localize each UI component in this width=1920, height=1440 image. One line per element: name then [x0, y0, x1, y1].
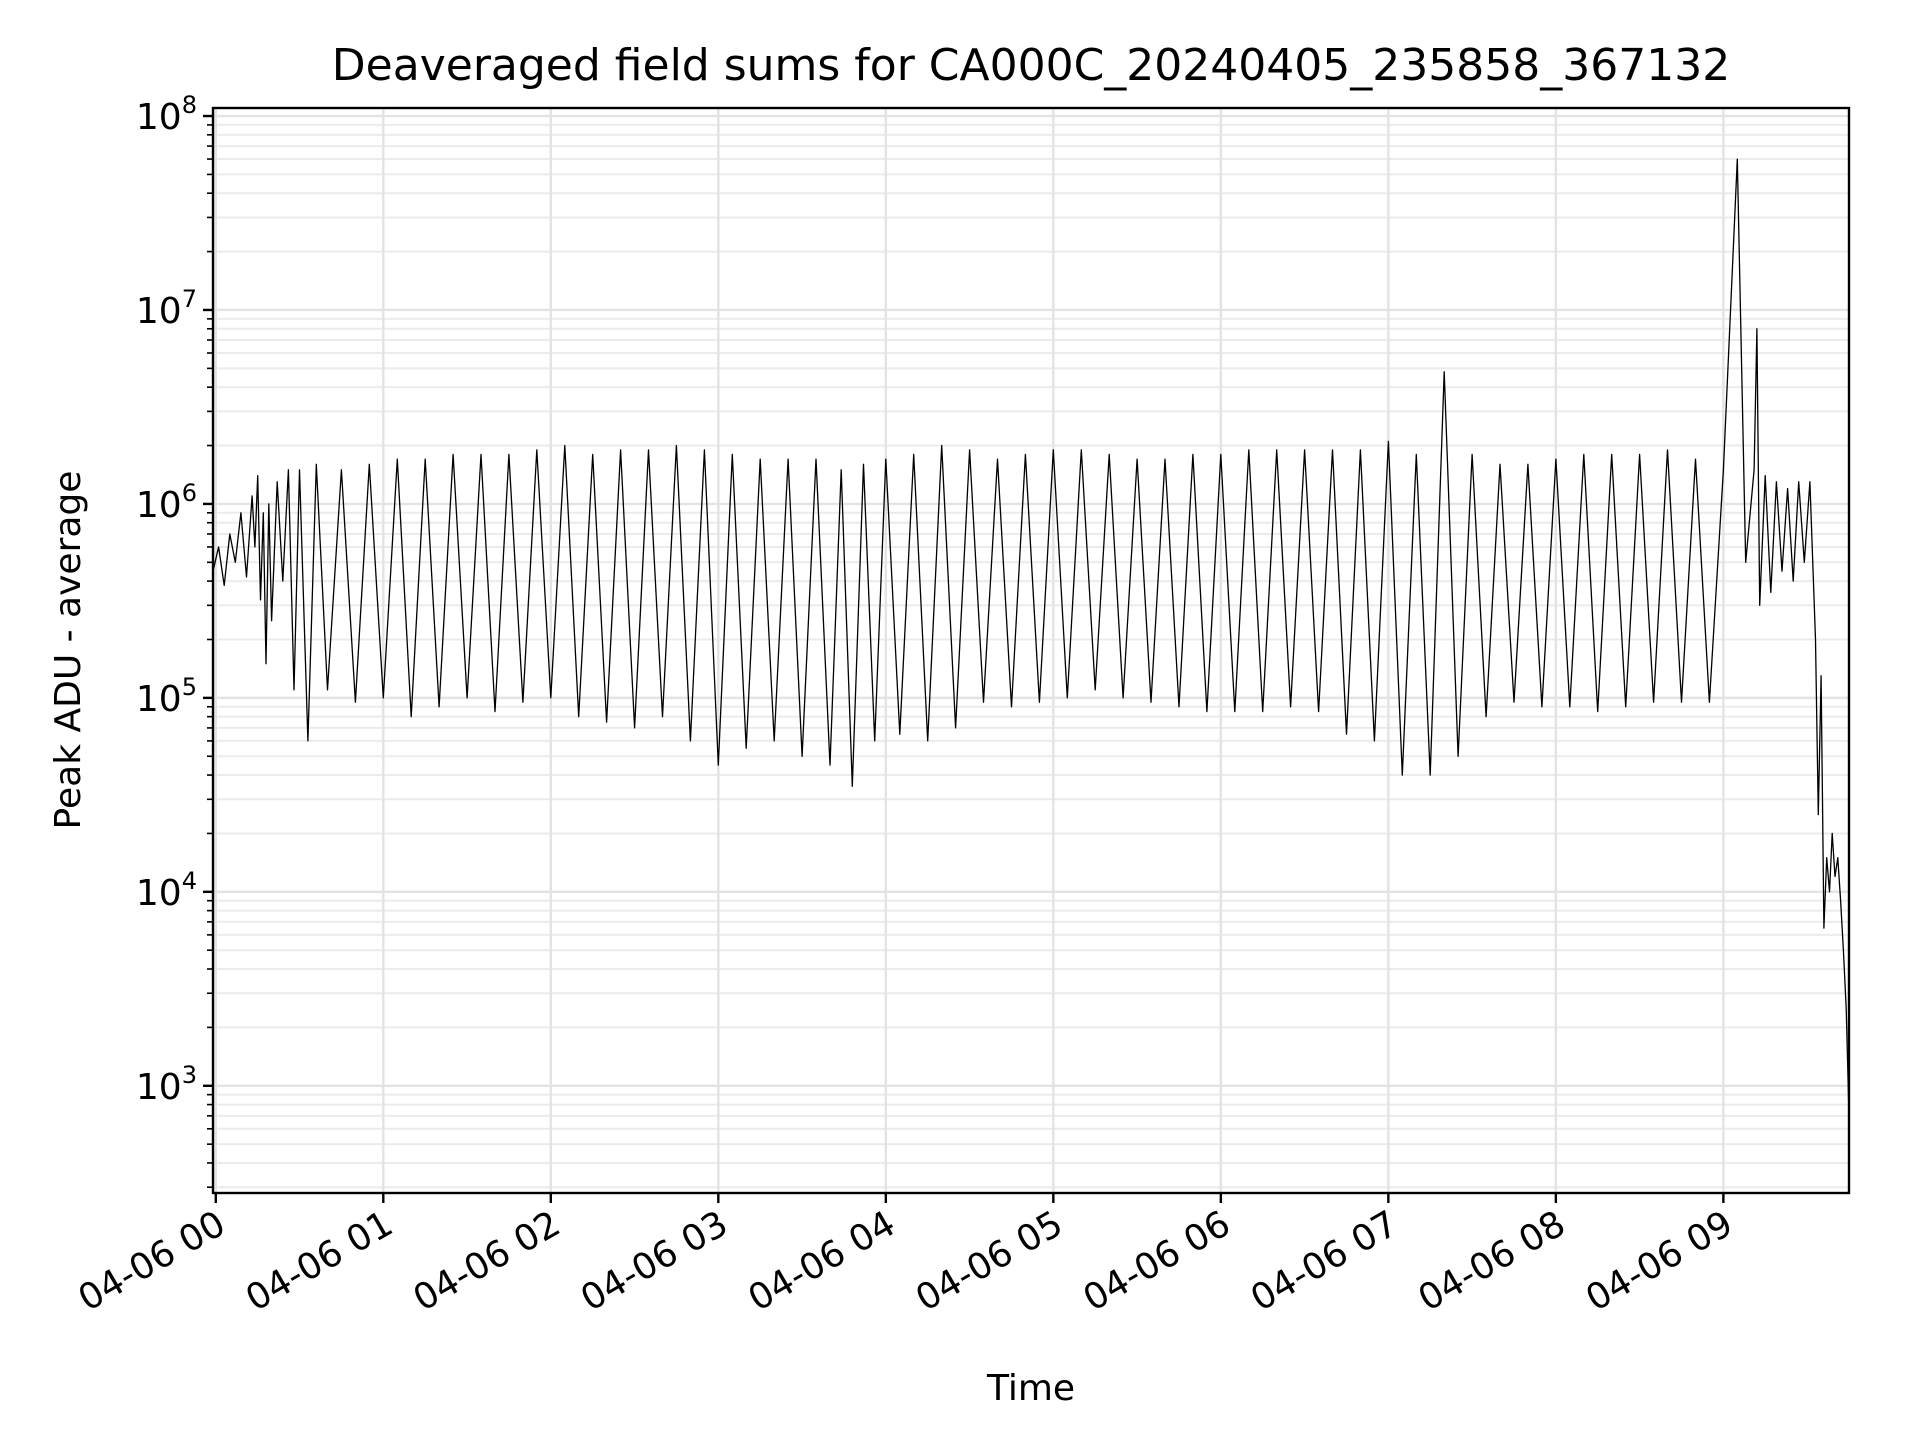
- series-line: [212, 158, 1850, 1116]
- y-tick-label: 107: [136, 285, 197, 332]
- chart-title: Deaveraged field sums for CA000C_2024040…: [332, 40, 1730, 91]
- y-axis: 103 104 105 106 107 108: [136, 91, 213, 1188]
- y-tick-label: 105: [136, 673, 197, 720]
- grid: [213, 108, 1849, 1193]
- y-axis-label: Peak ADU - average: [48, 471, 89, 830]
- y-tick-label: 104: [136, 867, 197, 914]
- y-tick-label: 106: [136, 479, 197, 526]
- y-tick-label: 108: [136, 91, 197, 138]
- plot-frame: [211, 106, 1851, 1195]
- y-tick-label: 103: [136, 1061, 197, 1108]
- x-axis-label: Time: [986, 1368, 1075, 1409]
- series-layer: [212, 158, 1850, 1116]
